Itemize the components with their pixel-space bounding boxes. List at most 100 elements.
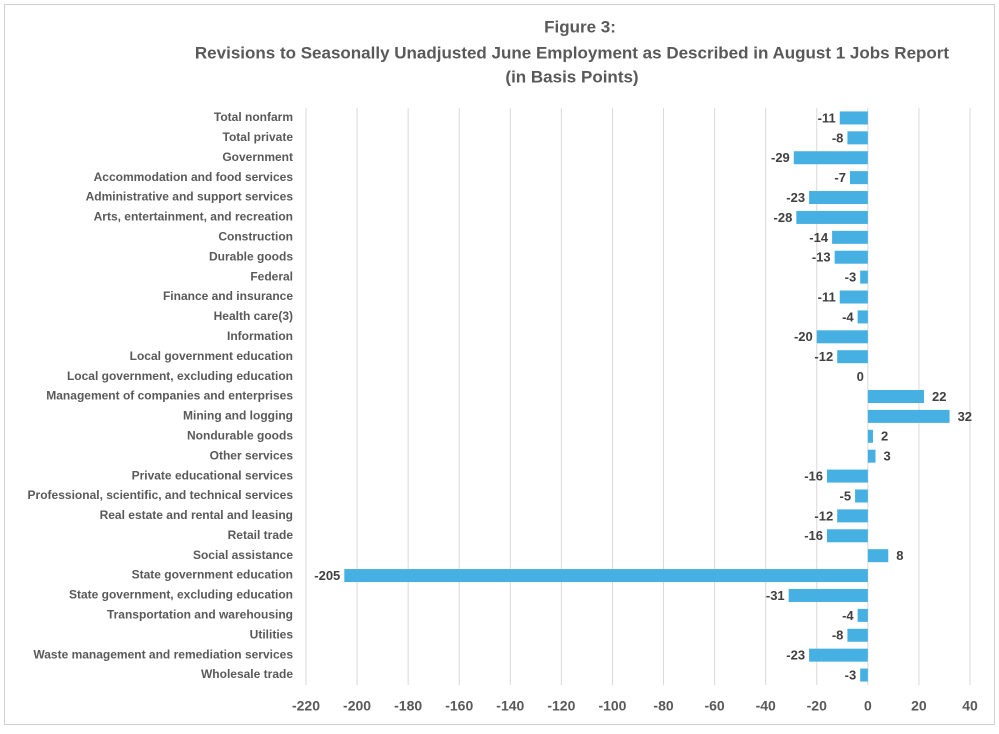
category-label: Local government education bbox=[130, 349, 293, 363]
value-label: -16 bbox=[804, 528, 823, 543]
bar bbox=[857, 608, 868, 622]
category-label: Social assistance bbox=[193, 548, 293, 562]
bar bbox=[826, 469, 868, 483]
value-label: 22 bbox=[932, 389, 946, 404]
category-label: Information bbox=[227, 329, 293, 343]
bar bbox=[826, 529, 868, 543]
category-label: State government education bbox=[132, 568, 293, 582]
bar bbox=[867, 390, 925, 403]
bar bbox=[809, 191, 868, 205]
bar bbox=[855, 489, 868, 503]
bar bbox=[860, 270, 868, 284]
chart-title: Revisions to Seasonally Unadjusted June … bbox=[195, 43, 949, 62]
x-tick-label: -140 bbox=[496, 698, 524, 714]
x-tick-label: -20 bbox=[807, 698, 827, 714]
category-label: Real estate and rental and leasing bbox=[100, 508, 293, 522]
category-label: Retail trade bbox=[228, 528, 294, 542]
value-label: -5 bbox=[840, 488, 852, 503]
chart-title: Figure 3: bbox=[544, 17, 616, 36]
category-label: Waste management and remediation service… bbox=[33, 647, 293, 661]
category-label: Professional, scientific, and technical … bbox=[28, 488, 294, 502]
bar bbox=[847, 628, 868, 642]
value-label: -31 bbox=[766, 588, 785, 603]
bar bbox=[796, 210, 868, 224]
x-tick-label: -80 bbox=[653, 698, 673, 714]
category-label: Administrative and support services bbox=[86, 190, 294, 204]
bar bbox=[793, 151, 868, 165]
bar bbox=[867, 449, 876, 463]
category-label: Management of companies and enterprises bbox=[46, 389, 293, 403]
bar bbox=[867, 549, 889, 563]
value-label: -14 bbox=[809, 230, 829, 245]
value-label: 8 bbox=[896, 548, 903, 563]
category-label: Local government, excluding education bbox=[67, 369, 293, 383]
value-label: -20 bbox=[794, 329, 813, 344]
category-label: Utilities bbox=[250, 627, 294, 641]
value-label: -11 bbox=[818, 289, 836, 304]
bar bbox=[839, 290, 868, 304]
bar bbox=[849, 171, 868, 185]
value-label: -23 bbox=[786, 190, 805, 205]
bar bbox=[867, 429, 873, 443]
category-label: Health care(3) bbox=[214, 309, 293, 323]
value-label: -4 bbox=[842, 608, 854, 623]
x-tick-label: -180 bbox=[394, 698, 422, 714]
value-label: -205 bbox=[314, 568, 340, 583]
category-label: Accommodation and food services bbox=[94, 170, 294, 184]
x-tick-label: 0 bbox=[864, 698, 872, 714]
value-label: 3 bbox=[884, 449, 891, 464]
value-label: -13 bbox=[812, 250, 831, 265]
value-label: 0 bbox=[857, 369, 864, 384]
value-label: -23 bbox=[786, 648, 805, 663]
category-label: Private educational services bbox=[132, 468, 294, 482]
value-label: -8 bbox=[832, 130, 844, 145]
category-label: Nondurable goods bbox=[187, 428, 293, 442]
bar bbox=[837, 509, 868, 523]
bar bbox=[344, 569, 868, 583]
category-label: Durable goods bbox=[209, 249, 293, 263]
category-label: Total nonfarm bbox=[214, 110, 293, 124]
bar bbox=[860, 668, 868, 682]
bar bbox=[847, 131, 868, 145]
bar bbox=[816, 330, 868, 344]
category-label: Construction bbox=[218, 229, 293, 243]
value-label: 32 bbox=[958, 409, 972, 424]
bar bbox=[809, 648, 868, 662]
x-tick-label: -220 bbox=[292, 698, 320, 714]
x-tick-label: -100 bbox=[598, 698, 626, 714]
value-label: -12 bbox=[814, 508, 833, 523]
value-label: -8 bbox=[832, 628, 844, 643]
category-label: Transportation and warehousing bbox=[107, 608, 293, 622]
value-label: -4 bbox=[842, 309, 854, 324]
chart-title: (in Basis Points) bbox=[505, 67, 638, 86]
chart-border bbox=[4, 4, 995, 725]
x-tick-label: -120 bbox=[547, 698, 575, 714]
x-tick-label: -40 bbox=[756, 698, 776, 714]
value-label: -7 bbox=[834, 170, 846, 185]
value-label: -12 bbox=[814, 349, 833, 364]
category-label: Arts, entertainment, and recreation bbox=[94, 210, 293, 224]
x-tick-label: -60 bbox=[704, 698, 724, 714]
category-label: Mining and logging bbox=[183, 409, 293, 423]
bar bbox=[867, 409, 950, 423]
category-label: Wholesale trade bbox=[201, 667, 293, 681]
category-label: Federal bbox=[250, 269, 293, 283]
category-label: State government, excluding education bbox=[69, 588, 293, 602]
bar bbox=[839, 111, 868, 125]
bar bbox=[857, 310, 868, 324]
bar bbox=[837, 350, 868, 364]
bar bbox=[788, 588, 868, 602]
x-tick-label: -200 bbox=[343, 698, 371, 714]
x-tick-label: 40 bbox=[962, 698, 978, 714]
bar bbox=[834, 250, 868, 264]
value-label: -28 bbox=[774, 210, 793, 225]
value-label: -3 bbox=[845, 270, 857, 285]
value-label: -16 bbox=[804, 469, 823, 484]
category-label: Government bbox=[222, 150, 293, 164]
x-tick-label: -160 bbox=[445, 698, 473, 714]
value-label: -29 bbox=[771, 150, 790, 165]
bar bbox=[832, 230, 868, 244]
x-tick-label: 20 bbox=[911, 698, 927, 714]
category-label: Other services bbox=[210, 448, 294, 462]
